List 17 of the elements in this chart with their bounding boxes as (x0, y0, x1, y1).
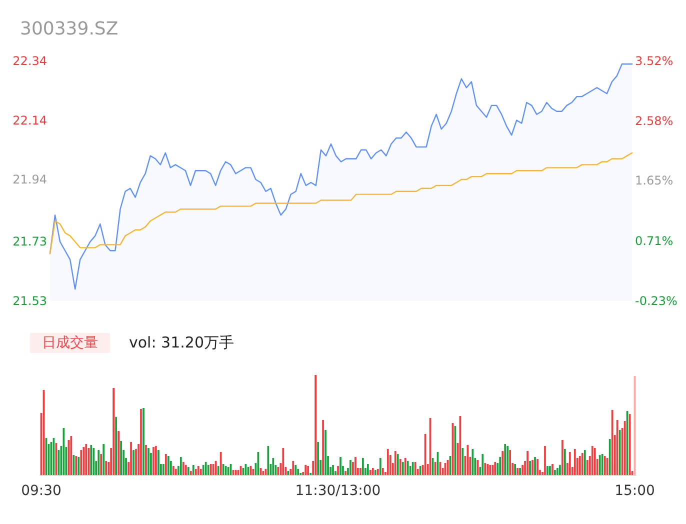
y2-tick-label: 3.52% (635, 54, 674, 68)
line-series (49, 152, 633, 254)
x-tick-label: 11:30/13:00 (295, 483, 381, 499)
y2-tick-label: 0.71% (635, 234, 674, 248)
y2-tick-label: 2.58% (635, 114, 674, 128)
x-tick-label: 09:30 (21, 483, 62, 499)
y-tick-label: 21.94 (12, 172, 47, 187)
chart-title: 日成交量 (42, 335, 98, 351)
y-tick-label: 21.73 (12, 234, 47, 249)
y2-tick-label: -0.23% (635, 294, 678, 308)
y-tick-label: 21.53 (12, 294, 47, 308)
x-tick-label: 15:00 (614, 483, 655, 499)
y2-tick-label: 1.65% (635, 174, 674, 188)
chart-subtitle: vol: 31.20万手 (129, 334, 234, 352)
y-tick-label: 22.34 (12, 54, 47, 68)
chart-title: 300339.SZ (20, 18, 118, 40)
y-tick-label: 22.14 (12, 113, 47, 128)
